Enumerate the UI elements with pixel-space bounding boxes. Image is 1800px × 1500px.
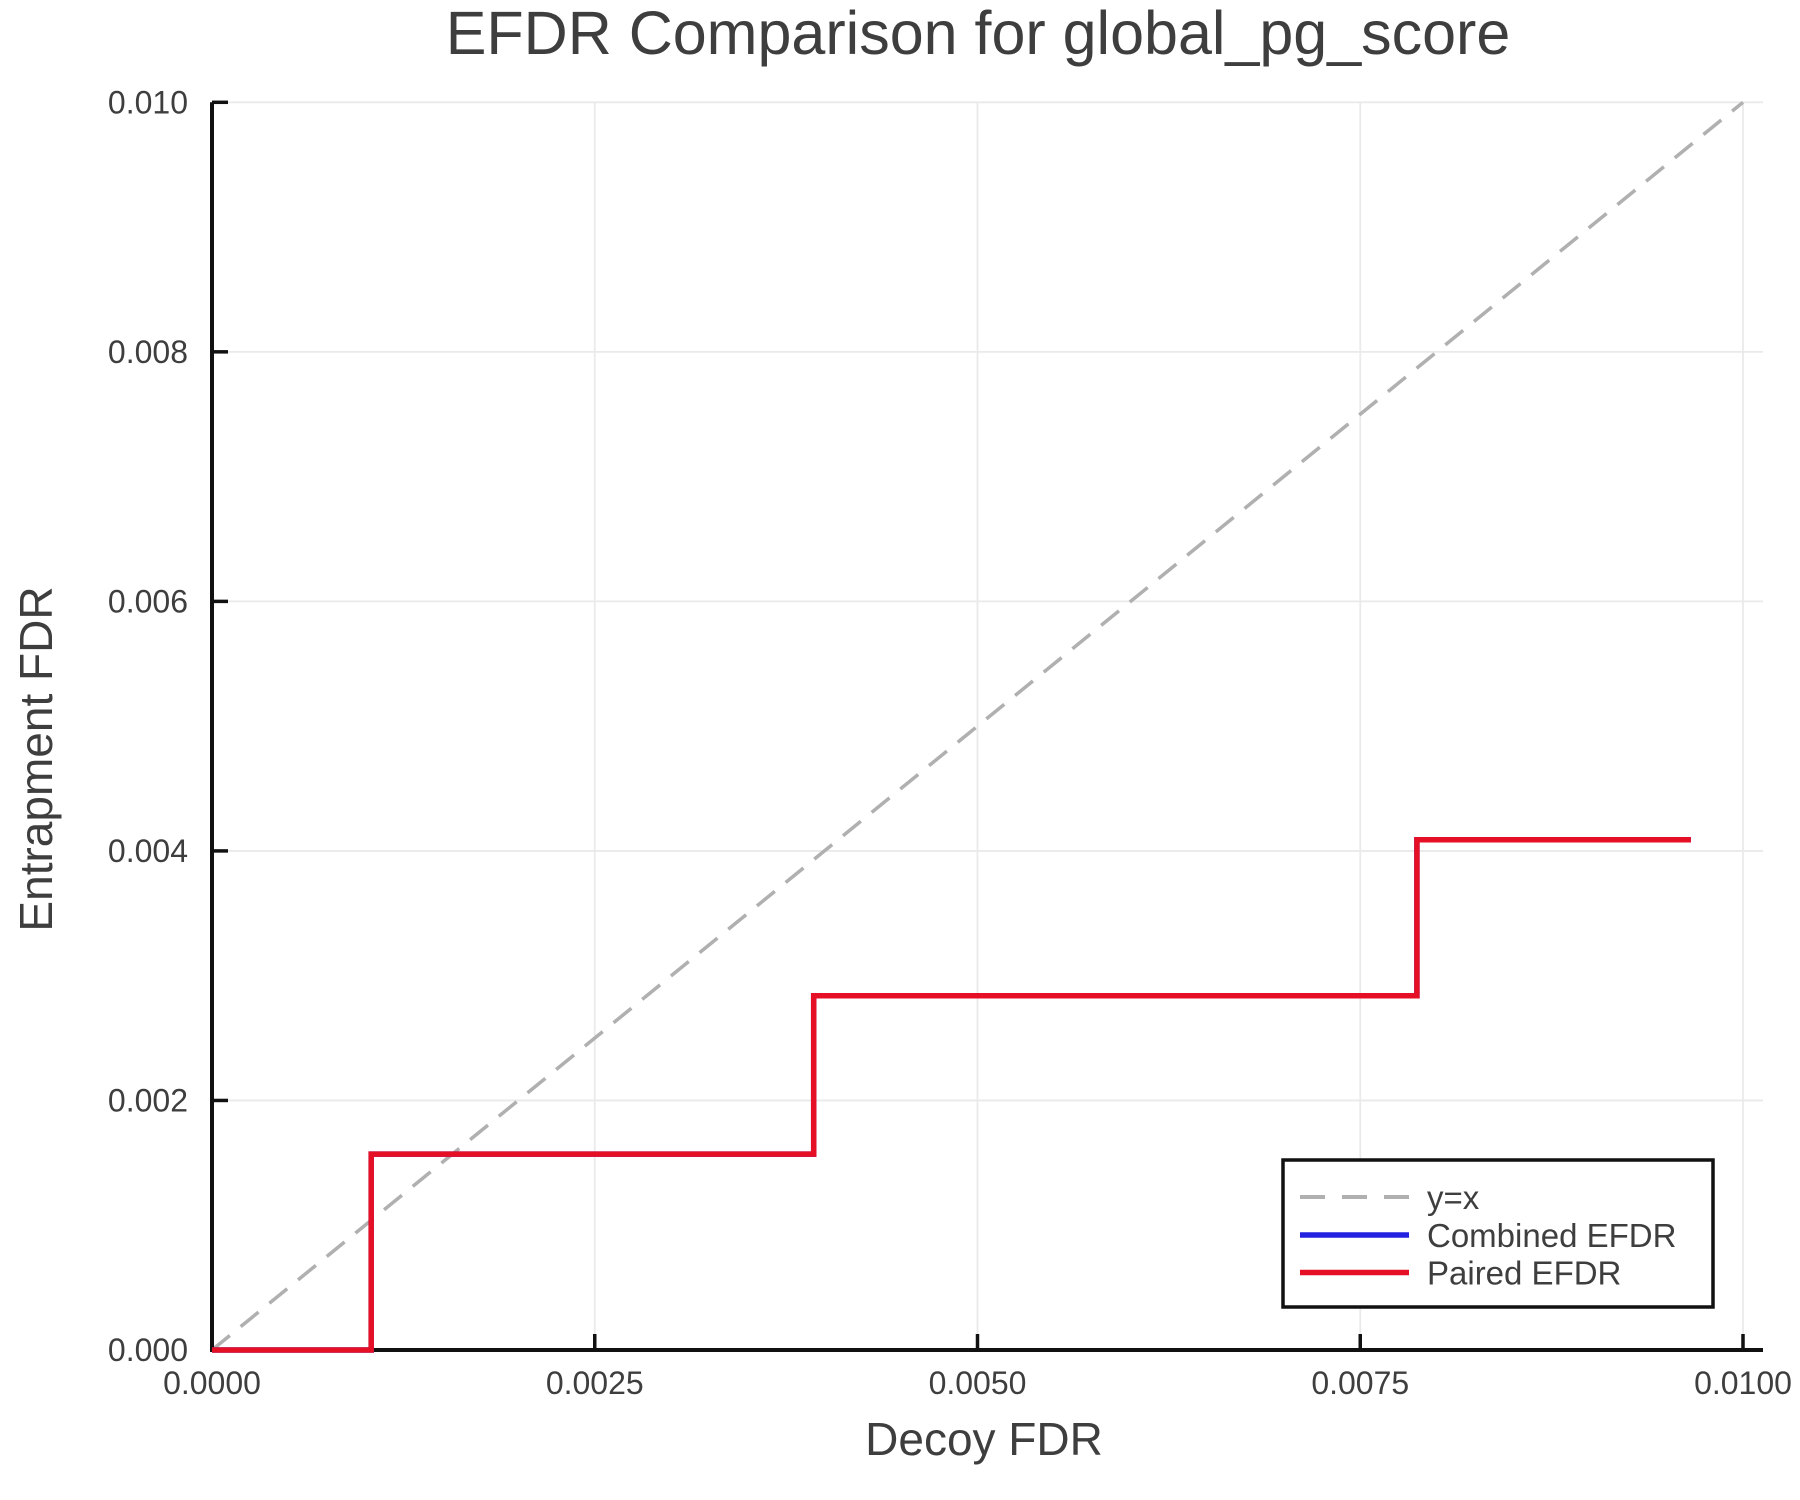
x-tick-label: 0.0025 (546, 1365, 644, 1401)
y-tick-label: 0.010 (108, 84, 188, 120)
y-tick-label: 0.006 (108, 583, 188, 619)
y-tick-label: 0.004 (108, 833, 188, 869)
y-axis-label: Entrapment FDR (10, 586, 62, 931)
x-tick-label: 0.0050 (929, 1365, 1027, 1401)
axes-spines (210, 102, 1763, 1352)
legend-label-combined-efdr: Combined EFDR (1427, 1217, 1676, 1254)
data-lines-group (212, 836, 1691, 1353)
y-x-line (210, 100, 1745, 1352)
x-tick-label: 0.0100 (1694, 1365, 1792, 1401)
y-tick-label: 0.008 (108, 334, 188, 370)
chart-title: EFDR Comparison for global_pg_score (446, 0, 1511, 67)
legend-label-y-x: y=x (1427, 1179, 1480, 1216)
y-tick-label: 0.000 (108, 1332, 188, 1368)
x-tick-label: 0.0075 (1311, 1365, 1409, 1401)
paired-efdr-line (212, 836, 1691, 1353)
legend-label-paired-efdr: Paired EFDR (1427, 1255, 1621, 1292)
x-axis-label: Decoy FDR (865, 1413, 1103, 1465)
gridlines (212, 101, 1763, 1350)
axis-tick-labels: 0.0000 0.0025 0.0050 0.0075 0.0100 0.000 0.002… (108, 84, 1792, 1401)
y-tick-label: 0.002 (108, 1082, 188, 1118)
x-tick-label: 0.0000 (163, 1365, 261, 1401)
identity-line-group (210, 100, 1745, 1352)
